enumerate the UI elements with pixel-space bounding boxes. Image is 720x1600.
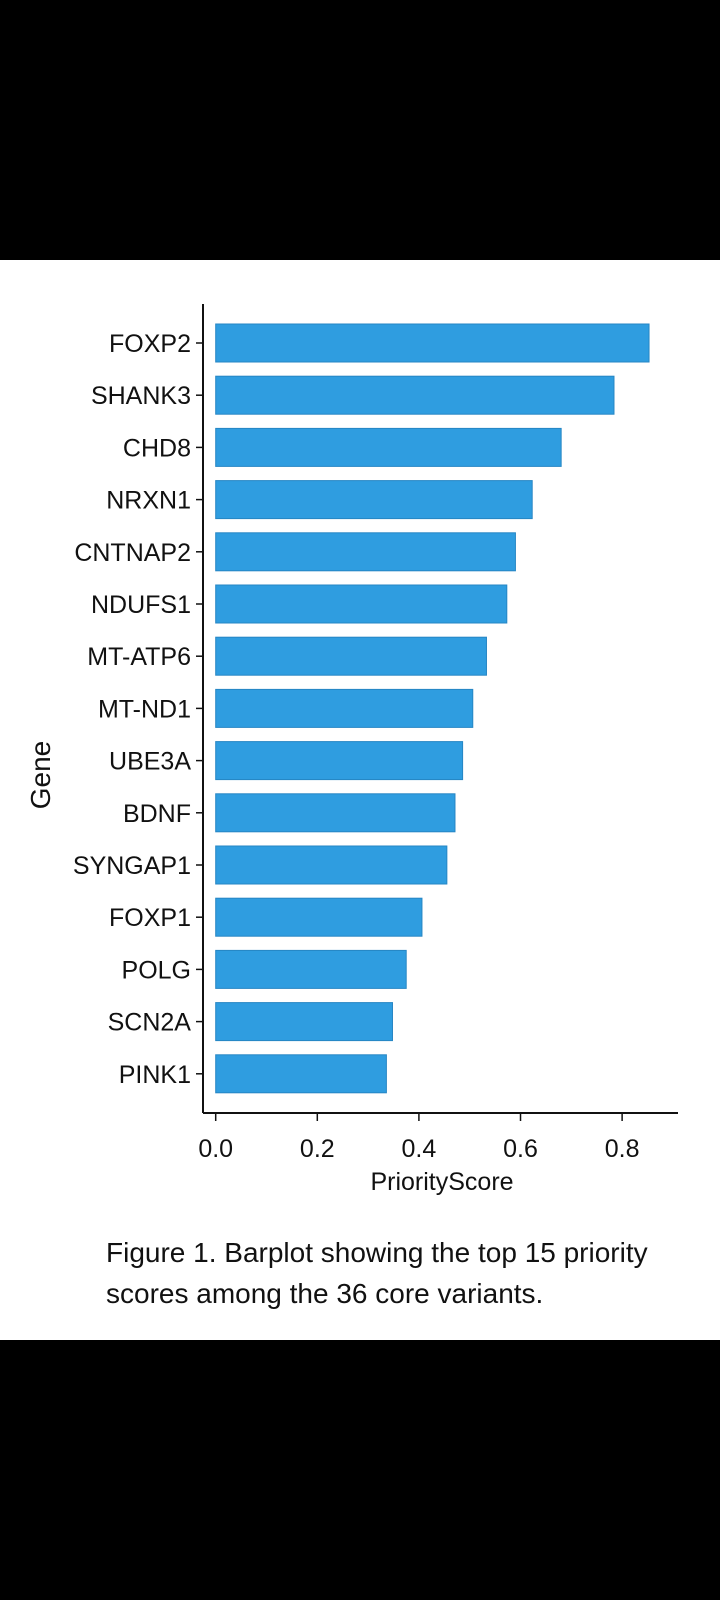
y-tick-label: UBE3A <box>109 748 191 776</box>
bar <box>215 845 448 885</box>
y-tick-label: MT-ATP6 <box>87 643 191 671</box>
y-tick-label: MT-ND1 <box>98 695 191 723</box>
y-tick-label: BDNF <box>123 800 191 828</box>
bar <box>215 636 487 676</box>
x-ticks-group: 0.0 0.2 0.4 0.6 0.8 <box>198 1113 640 1163</box>
x-axis-label: PriorityScore <box>370 1168 513 1196</box>
bar <box>215 793 456 833</box>
y-tick-label: POLG <box>122 956 191 984</box>
figure-caption: Figure 1. Barplot showing the top 15 pri… <box>106 1237 648 1309</box>
bar-chart: FOXP2 SHANK3 CHD8 NRXN1 CNTNAP2 NDUFS1 MT-ATP6… <box>25 304 678 1196</box>
bar <box>215 897 423 937</box>
x-tick-label: 0.2 <box>300 1135 335 1163</box>
y-axis-label: Gene <box>25 741 56 810</box>
bar <box>215 375 615 415</box>
x-tick-label: 0.4 <box>402 1135 437 1163</box>
figure-panel: FOXP2 SHANK3 CHD8 NRXN1 CNTNAP2 NDUFS1 MT-ATP6… <box>0 260 720 1340</box>
bar <box>215 480 533 520</box>
bar <box>215 427 562 467</box>
y-tick-label: SCN2A <box>108 1009 192 1037</box>
bar <box>215 323 650 363</box>
bar <box>215 688 474 728</box>
y-tick-label: SHANK3 <box>91 382 191 410</box>
y-tick-label: CNTNAP2 <box>74 539 191 567</box>
y-tick-label: NDUFS1 <box>91 591 191 619</box>
y-tick-label: SYNGAP1 <box>73 852 191 880</box>
y-tick-label: FOXP1 <box>109 904 191 932</box>
x-tick-label: 0.6 <box>503 1135 538 1163</box>
y-tick-label: CHD8 <box>123 434 191 462</box>
bar <box>215 949 407 989</box>
bar <box>215 741 464 781</box>
y-tick-label: PINK1 <box>119 1061 191 1089</box>
x-tick-label: 0.0 <box>198 1135 233 1163</box>
bar <box>215 584 508 624</box>
bar <box>215 1002 393 1042</box>
y-tick-label: FOXP2 <box>109 330 191 358</box>
y-tick-label: NRXN1 <box>106 487 191 515</box>
bars-group <box>215 323 650 1094</box>
y-ticks-group: FOXP2 SHANK3 CHD8 NRXN1 CNTNAP2 NDUFS1 MT-ATP6… <box>73 330 203 1089</box>
x-tick-label: 0.8 <box>605 1135 640 1163</box>
bar <box>215 532 516 572</box>
bar <box>215 1054 387 1094</box>
